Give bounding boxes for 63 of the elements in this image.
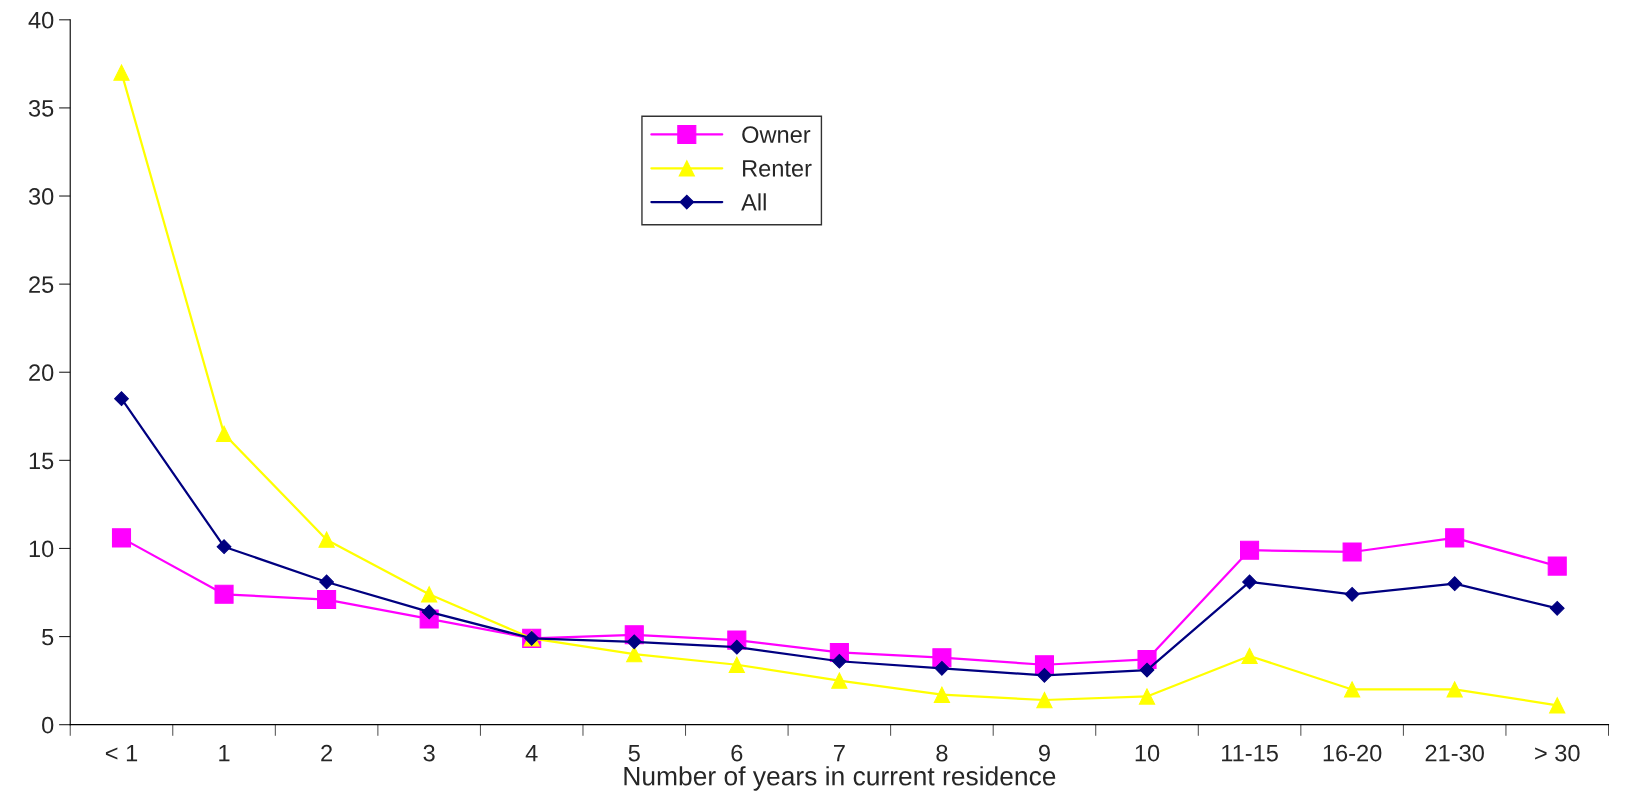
point [114, 391, 129, 407]
y-tick-label: 10 [29, 540, 54, 558]
x-tick-label: < 1 [105, 744, 138, 762]
point [319, 574, 334, 590]
point [728, 656, 745, 673]
point [831, 672, 848, 689]
y-tick-label: 0 [42, 716, 54, 734]
point [831, 653, 847, 669]
x-tick-label: 11-15 [1222, 744, 1278, 762]
y-tick-label: 20 [29, 364, 54, 382]
point [1447, 576, 1463, 592]
point [1139, 662, 1155, 678]
point [318, 531, 335, 548]
x-tick-label: 10 [1135, 744, 1160, 762]
point [420, 586, 438, 603]
legend-label: All [741, 193, 766, 211]
x-tick-label: 5 [628, 744, 640, 762]
x-tick-label: > 30 [1535, 744, 1580, 762]
point [1138, 688, 1156, 705]
y-tick-label: 40 [28, 11, 54, 29]
y-tick-label: 25 [29, 276, 54, 293]
point [626, 646, 643, 663]
point [1446, 681, 1463, 698]
point [1549, 600, 1565, 616]
point [113, 64, 130, 81]
point [1242, 574, 1257, 590]
legend-label: Renter [743, 160, 812, 177]
point [317, 590, 337, 610]
x-tick-label: 4 [525, 744, 538, 762]
point [1037, 667, 1052, 683]
point [1343, 681, 1361, 698]
legend-label: Owner [742, 126, 811, 143]
point [1240, 540, 1260, 560]
point [421, 604, 437, 620]
x-tick-label: 8 [936, 744, 948, 762]
point [1344, 586, 1360, 602]
point [1549, 697, 1566, 714]
point [1241, 647, 1258, 665]
x-tick-label: 16-20 [1323, 744, 1382, 762]
x-tick-label: 6 [731, 744, 743, 762]
point [933, 686, 951, 703]
point [1036, 691, 1053, 709]
x-tick-label: 21-30 [1425, 744, 1484, 762]
point [1445, 528, 1465, 548]
x-tick-label: 2 [321, 744, 332, 762]
point [934, 660, 950, 676]
point [626, 634, 642, 650]
y-tick-label: 35 [28, 99, 54, 117]
x-tick-label: 9 [1039, 744, 1050, 762]
point [216, 539, 232, 555]
point [729, 639, 745, 655]
y-tick-label: 15 [29, 452, 54, 470]
point [1342, 542, 1362, 562]
point [111, 528, 132, 548]
point [214, 584, 234, 604]
x-tick-label: 1 [219, 744, 230, 762]
point [215, 425, 233, 443]
y-tick-label: 5 [42, 628, 54, 646]
x-axis-title: Number of years in current residence [624, 766, 1056, 791]
y-tick-label: 30 [28, 188, 54, 205]
x-tick-label: 3 [423, 744, 435, 762]
x-tick-label: 7 [834, 744, 845, 762]
point [1547, 556, 1567, 576]
